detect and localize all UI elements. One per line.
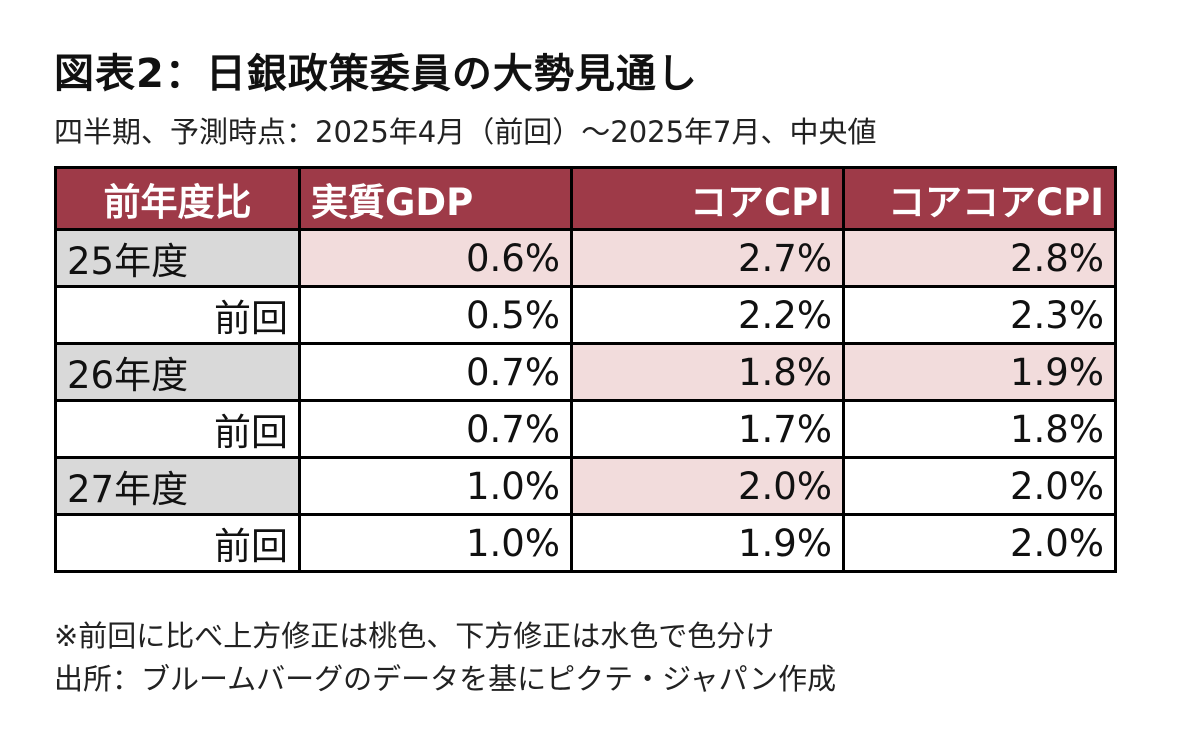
header-core-core-cpi: コアコアCPI bbox=[842, 166, 1117, 231]
forecast-table: 前年度比 実質GDP コアCPI コアコアCPI 25年度 0.6% 2.7% … bbox=[54, 166, 1117, 573]
cell-core-cpi: 2.2% bbox=[570, 285, 845, 345]
cell-core-cpi: 1.9% bbox=[570, 513, 845, 573]
row-label-previous: 前回 bbox=[54, 285, 301, 345]
table-header-row: 前年度比 実質GDP コアCPI コアコアCPI bbox=[54, 166, 1117, 231]
cell-core-cpi: 1.8% bbox=[570, 342, 845, 402]
row-label-previous: 前回 bbox=[54, 399, 301, 459]
cell-gdp: 0.5% bbox=[298, 285, 573, 345]
table-row: 26年度 0.7% 1.8% 1.9% bbox=[54, 342, 1117, 402]
cell-gdp: 0.6% bbox=[298, 228, 573, 288]
header-yoy: 前年度比 bbox=[54, 166, 301, 231]
row-label-fy27: 27年度 bbox=[54, 456, 301, 516]
cell-core-core-cpi: 2.3% bbox=[842, 285, 1117, 345]
cell-gdp: 1.0% bbox=[298, 513, 573, 573]
cell-core-cpi: 2.0% bbox=[570, 456, 845, 516]
page-subtitle: 四半期、予測時点：2025年4月（前回）～2025年7月、中央値 bbox=[54, 115, 877, 149]
row-label-previous: 前回 bbox=[54, 513, 301, 573]
cell-core-core-cpi: 2.0% bbox=[842, 456, 1117, 516]
row-label-fy26: 26年度 bbox=[54, 342, 301, 402]
table-row: 前回 0.7% 1.7% 1.8% bbox=[54, 399, 1117, 459]
table-row: 前回 1.0% 1.9% 2.0% bbox=[54, 513, 1117, 573]
source-note: 出所：ブルームバーグのデータを基にピクテ・ジャパン作成 bbox=[54, 662, 837, 696]
cell-core-core-cpi: 1.8% bbox=[842, 399, 1117, 459]
cell-core-core-cpi: 2.8% bbox=[842, 228, 1117, 288]
cell-core-core-cpi: 2.0% bbox=[842, 513, 1117, 573]
table-row: 前回 0.5% 2.2% 2.3% bbox=[54, 285, 1117, 345]
table-row: 25年度 0.6% 2.7% 2.8% bbox=[54, 228, 1117, 288]
cell-core-cpi: 2.7% bbox=[570, 228, 845, 288]
cell-gdp: 1.0% bbox=[298, 456, 573, 516]
cell-gdp: 0.7% bbox=[298, 399, 573, 459]
header-core-cpi: コアCPI bbox=[570, 166, 845, 231]
row-label-fy25: 25年度 bbox=[54, 228, 301, 288]
table-row: 27年度 1.0% 2.0% 2.0% bbox=[54, 456, 1117, 516]
page-title: 図表2：日銀政策委員の大勢見通し bbox=[54, 51, 698, 97]
cell-core-cpi: 1.7% bbox=[570, 399, 845, 459]
cell-gdp: 0.7% bbox=[298, 342, 573, 402]
cell-core-core-cpi: 1.9% bbox=[842, 342, 1117, 402]
color-note: ※前回に比べ上方修正は桃色、下方修正は水色で色分け bbox=[54, 619, 775, 653]
header-real-gdp: 実質GDP bbox=[298, 166, 573, 231]
